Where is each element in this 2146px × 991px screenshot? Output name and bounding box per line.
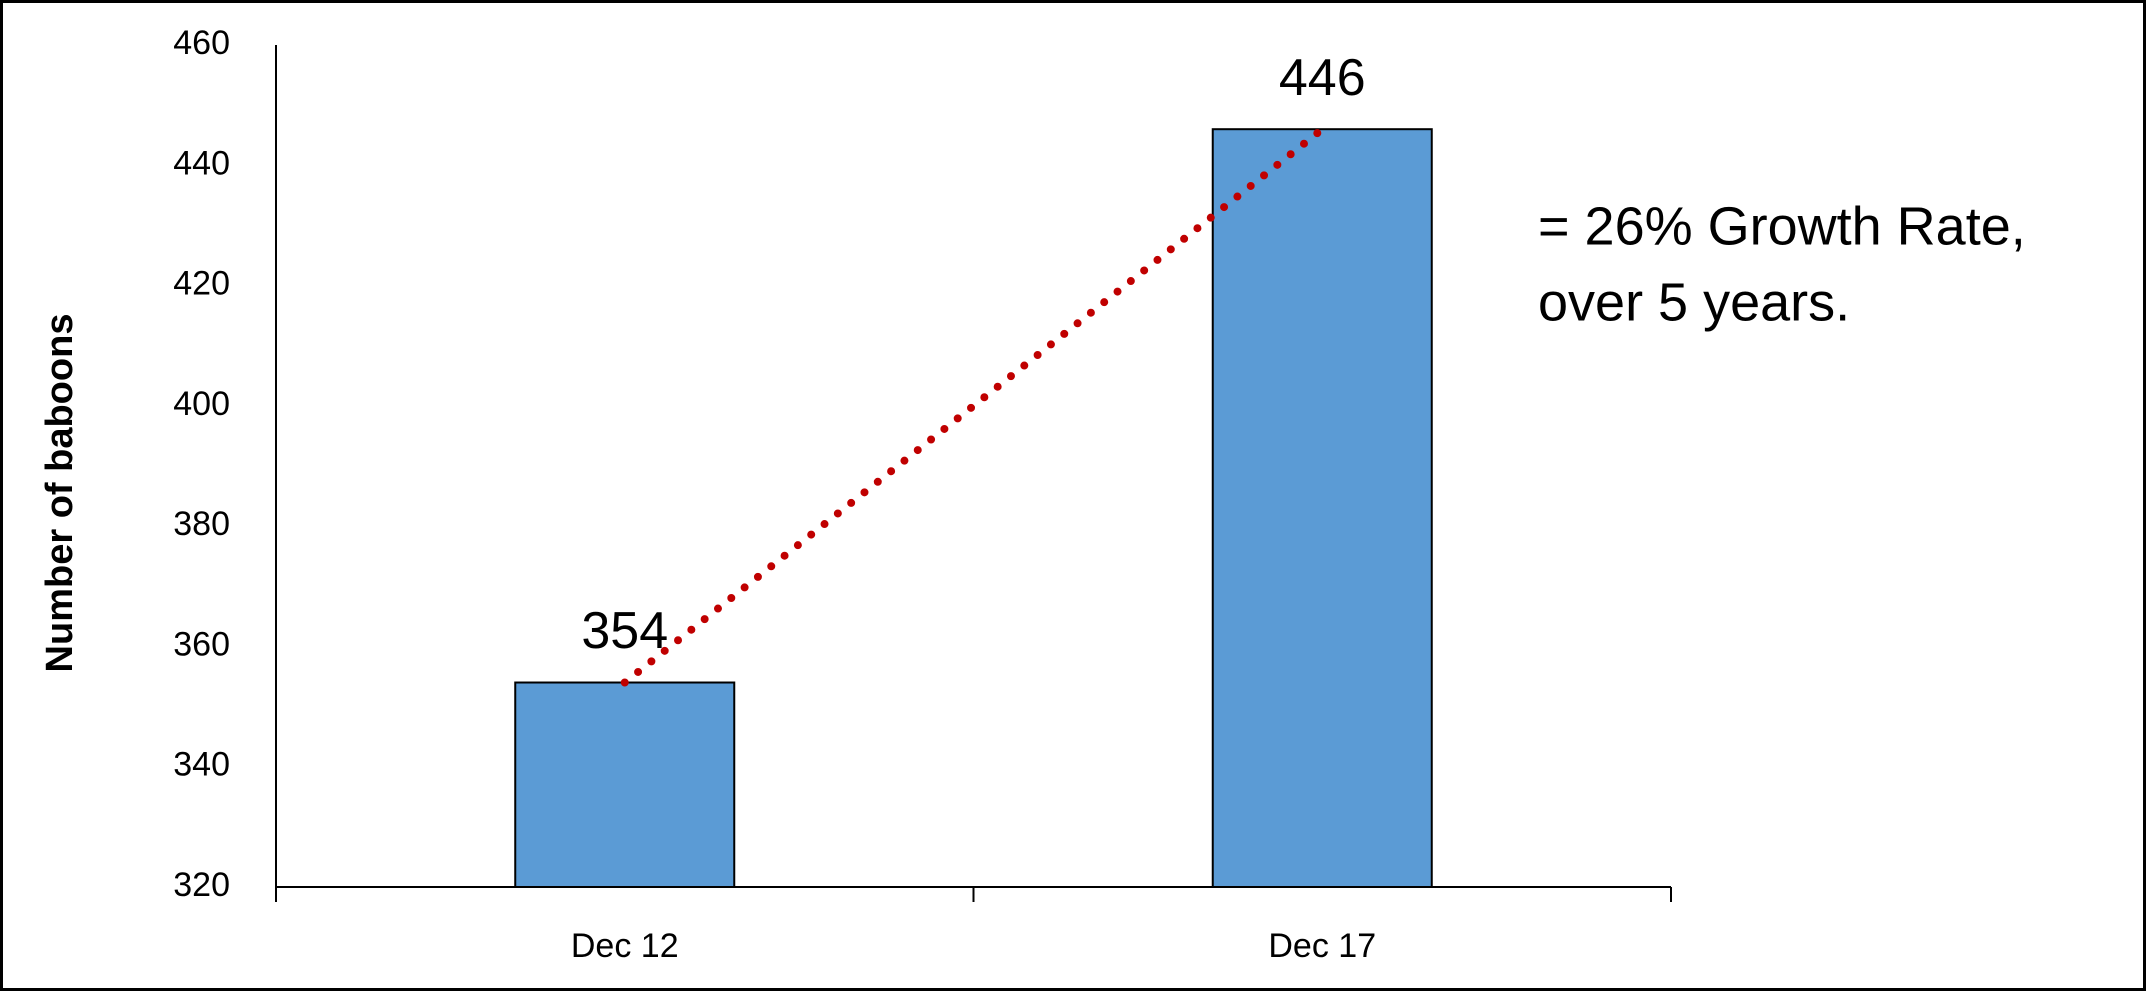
trendline [620,125,1327,687]
y-axis-title: Number of baboons [39,314,81,673]
data-label: 446 [1279,49,1366,107]
y-tick-label: 320 [173,866,230,904]
y-tick-label: 440 [173,144,230,182]
bar [514,681,736,888]
y-tick-label: 360 [173,625,230,663]
y-tick-label: 380 [173,505,230,543]
data-label: 354 [581,602,668,660]
annotation: over 5 years. [1538,272,1850,332]
x-tick-label: Dec 17 [1268,927,1376,965]
y-tick-label: 340 [173,746,230,784]
annotation: = 26% Growth Rate, [1538,196,2026,256]
y-tick-label: 420 [173,265,230,303]
x-tick-label: Dec 12 [571,927,679,965]
y-tick-label: 460 [173,24,230,62]
bar [1211,128,1433,888]
y-tick-label: 400 [173,385,230,423]
